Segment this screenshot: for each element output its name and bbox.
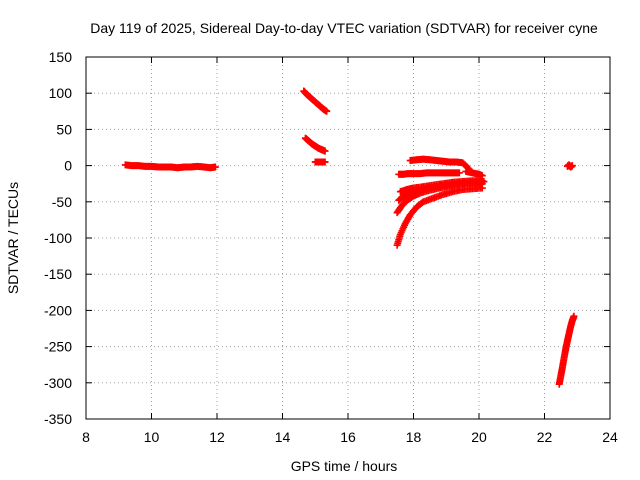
y-tick-label: -250	[44, 339, 72, 355]
series-arc12	[563, 161, 576, 171]
series-arc5	[406, 155, 473, 173]
series-arc3	[301, 134, 329, 155]
y-tick-label: -100	[44, 230, 72, 246]
series-arc13	[555, 312, 578, 388]
x-tick-label: 18	[406, 429, 422, 445]
y-tick-label: 150	[49, 49, 73, 65]
x-tick-label: 22	[537, 429, 553, 445]
series-arc6	[395, 169, 463, 178]
y-tick-label: 100	[49, 85, 73, 101]
y-tick-label: -150	[44, 266, 72, 282]
data-marks	[121, 87, 578, 388]
data-point	[568, 162, 576, 170]
y-tick-label: -300	[44, 375, 72, 391]
data-point	[323, 107, 331, 115]
data-point	[321, 147, 329, 155]
y-tick-label: -50	[52, 194, 72, 210]
y-tick-label: -200	[44, 302, 72, 318]
series-arc2	[300, 87, 331, 115]
data-point	[455, 169, 463, 177]
x-tick-label: 12	[209, 429, 225, 445]
x-axis-label: GPS time / hours	[291, 458, 398, 474]
x-tick-label: 14	[275, 429, 291, 445]
series-arc1	[121, 161, 219, 172]
x-tick-label: 8	[82, 429, 90, 445]
y-tick-label: 50	[56, 121, 72, 137]
axis-ticks: 8 10 12 14 16 18 20 22 24 150 100 50 0 -50 -100 -150 -20…	[44, 49, 618, 445]
x-tick-label: 20	[471, 429, 487, 445]
data-point	[321, 158, 329, 166]
grid-lines	[86, 57, 610, 419]
data-point	[478, 172, 486, 180]
series-arc10	[396, 177, 486, 196]
y-tick-label: -350	[44, 411, 72, 427]
series-arc11	[462, 167, 486, 180]
data-point	[211, 163, 219, 171]
x-tick-label: 10	[144, 429, 160, 445]
chart-title: Day 119 of 2025, Sidereal Day-to-day VTE…	[90, 20, 598, 36]
series-arc7	[393, 184, 486, 249]
data-point	[570, 312, 578, 320]
series-arc4	[311, 158, 329, 166]
y-tick-label: 0	[64, 158, 72, 174]
x-tick-label: 24	[602, 429, 618, 445]
y-axis-label: SDTVAR / TECUs	[5, 182, 21, 294]
x-tick-label: 16	[340, 429, 356, 445]
